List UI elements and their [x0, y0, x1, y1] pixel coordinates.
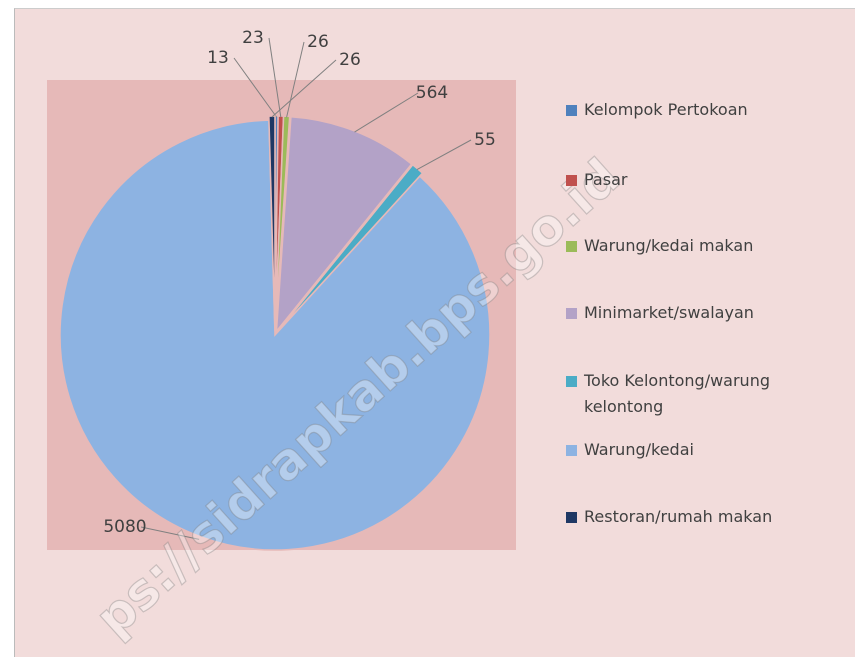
- leader-line: [140, 526, 200, 540]
- legend-label: Warung/kedai makan: [584, 236, 754, 255]
- legend-swatch: [566, 241, 577, 252]
- legend-label: Minimarket/swalayan: [584, 303, 754, 322]
- leader-line: [416, 139, 472, 171]
- legend-label: Warung/kedai: [584, 440, 694, 459]
- data-label: 564: [416, 83, 448, 103]
- data-label: 26: [307, 32, 329, 52]
- legend-swatch: [566, 105, 577, 116]
- legend-swatch: [566, 175, 577, 186]
- pie-slice: [59, 119, 491, 551]
- legend-swatch: [566, 376, 577, 387]
- leader-line: [233, 57, 277, 118]
- leader-line: [271, 59, 337, 118]
- pie-slice: [268, 115, 276, 332]
- legend-swatch: [566, 308, 577, 319]
- data-label: 23: [242, 28, 264, 48]
- leader-line: [286, 41, 305, 118]
- legend-swatch: [566, 512, 577, 523]
- data-label: 5080: [103, 517, 146, 537]
- pie-slice: [275, 115, 413, 334]
- leader-line: [354, 92, 419, 133]
- data-label: 13: [207, 48, 229, 68]
- data-label: 26: [339, 50, 361, 70]
- legend-label: Toko Kelontong/warung kelontong: [584, 371, 770, 416]
- legend-label: Kelompok Pertokoan: [584, 100, 748, 119]
- data-label: 55: [474, 130, 496, 150]
- legend-swatch: [566, 445, 577, 456]
- legend-label: Pasar: [584, 170, 628, 189]
- leader-line: [268, 37, 282, 118]
- legend-label: Restoran/rumah makan: [584, 507, 773, 526]
